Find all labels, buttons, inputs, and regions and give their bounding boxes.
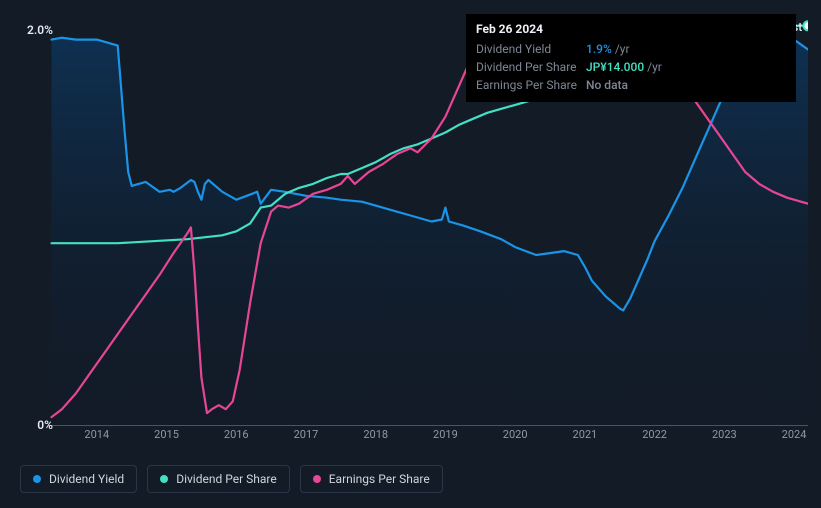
legend-item-dividend-per-share[interactable]: Dividend Per Share [147, 465, 290, 493]
x-axis-label: 2019 [433, 428, 458, 441]
tooltip-date: Feb 26 2024 [476, 22, 786, 36]
x-axis-label: 2015 [154, 428, 179, 441]
tooltip-value: No data [586, 78, 628, 92]
tooltip-label: Dividend Yield [476, 42, 586, 56]
legend-item-dividend-yield[interactable]: Dividend Yield [20, 465, 137, 493]
x-axis-label: 2016 [224, 428, 249, 441]
x-axis-label: 2023 [712, 428, 737, 441]
legend: Dividend Yield Dividend Per Share Earnings… [20, 465, 443, 493]
x-axis-label: 2021 [573, 428, 598, 441]
tooltip-row: Dividend Yield1.9%/yr [476, 40, 786, 58]
tooltip-value: 1.9% [586, 42, 612, 56]
x-axis-label: 2020 [503, 428, 528, 441]
baseline [48, 425, 808, 426]
tooltip: Feb 26 2024Dividend Yield1.9%/yrDividend… [466, 14, 796, 102]
highlight-marker [804, 21, 809, 30]
legend-label: Dividend Yield [49, 472, 124, 486]
x-axis-label: 2014 [84, 428, 109, 441]
x-axis-label: 2022 [642, 428, 667, 441]
tooltip-label: Earnings Per Share [476, 78, 586, 92]
x-axis-label: 2017 [294, 428, 319, 441]
legend-label: Dividend Per Share [176, 472, 277, 486]
tooltip-row: Dividend Per ShareJP¥14.000/yr [476, 58, 786, 76]
x-axis-label: 2018 [363, 428, 388, 441]
legend-dot-icon [160, 475, 168, 483]
legend-label: Earnings Per Share [329, 472, 430, 486]
legend-dot-icon [313, 475, 321, 483]
tooltip-row: Earnings Per ShareNo data [476, 76, 786, 94]
legend-dot-icon [33, 475, 41, 483]
tooltip-value: JP¥14.000 [586, 60, 644, 74]
tooltip-suffix: /yr [647, 60, 662, 74]
x-axis-label: 2024 [782, 428, 807, 441]
tooltip-suffix: /yr [615, 42, 630, 56]
tooltip-label: Dividend Per Share [476, 60, 586, 74]
legend-item-earnings-per-share[interactable]: Earnings Per Share [300, 465, 443, 493]
